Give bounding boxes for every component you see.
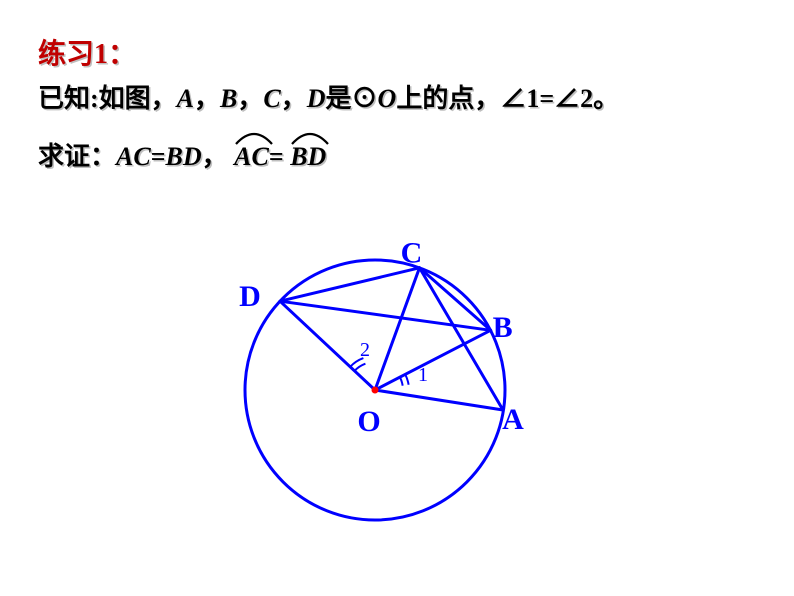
- comma: ，: [281, 84, 307, 113]
- pt-C: C: [263, 84, 280, 113]
- comma: ，: [237, 84, 263, 113]
- svg-text:B: B: [493, 311, 513, 344]
- pt-O: O: [378, 84, 397, 113]
- svg-text:2: 2: [360, 339, 370, 361]
- geometry-diagram: 1 2 A B C D O: [200, 215, 560, 555]
- comma2: ，: [202, 142, 235, 171]
- page: 练习1： 已知:如图，A，B，C，D是⊙O上的点，∠1=∠2。 求证：AC=BD…: [0, 0, 794, 596]
- given-suffix: 上的点，∠1=∠2。: [396, 84, 619, 113]
- eq1: =: [151, 142, 166, 171]
- pt-A: A: [177, 84, 194, 113]
- eq2: =: [269, 142, 290, 171]
- arc-ac: AC: [234, 142, 269, 172]
- pt-D: D: [307, 84, 326, 113]
- pt-B: B: [220, 84, 237, 113]
- seg-ac: AC: [116, 142, 151, 171]
- problem-line-given: 已知:如图，A，B，C，D是⊙O上的点，∠1=∠2。: [38, 78, 619, 115]
- svg-text:O: O: [357, 405, 380, 438]
- problem-line-prove: 求证：AC=BD， AC= BD: [38, 136, 326, 173]
- seg-bd: BD: [166, 142, 202, 171]
- prove-prefix: 求证：: [38, 142, 116, 171]
- exercise-title: 练习1：: [38, 32, 136, 72]
- svg-text:1: 1: [418, 364, 428, 386]
- svg-text:A: A: [502, 403, 524, 436]
- svg-text:D: D: [239, 280, 261, 313]
- arc-bd: BD: [290, 142, 326, 172]
- given-prefix: 已知:如图，: [38, 84, 177, 113]
- comma: ，: [194, 84, 220, 113]
- svg-text:C: C: [401, 237, 423, 270]
- given-mid: 是⊙: [326, 84, 378, 113]
